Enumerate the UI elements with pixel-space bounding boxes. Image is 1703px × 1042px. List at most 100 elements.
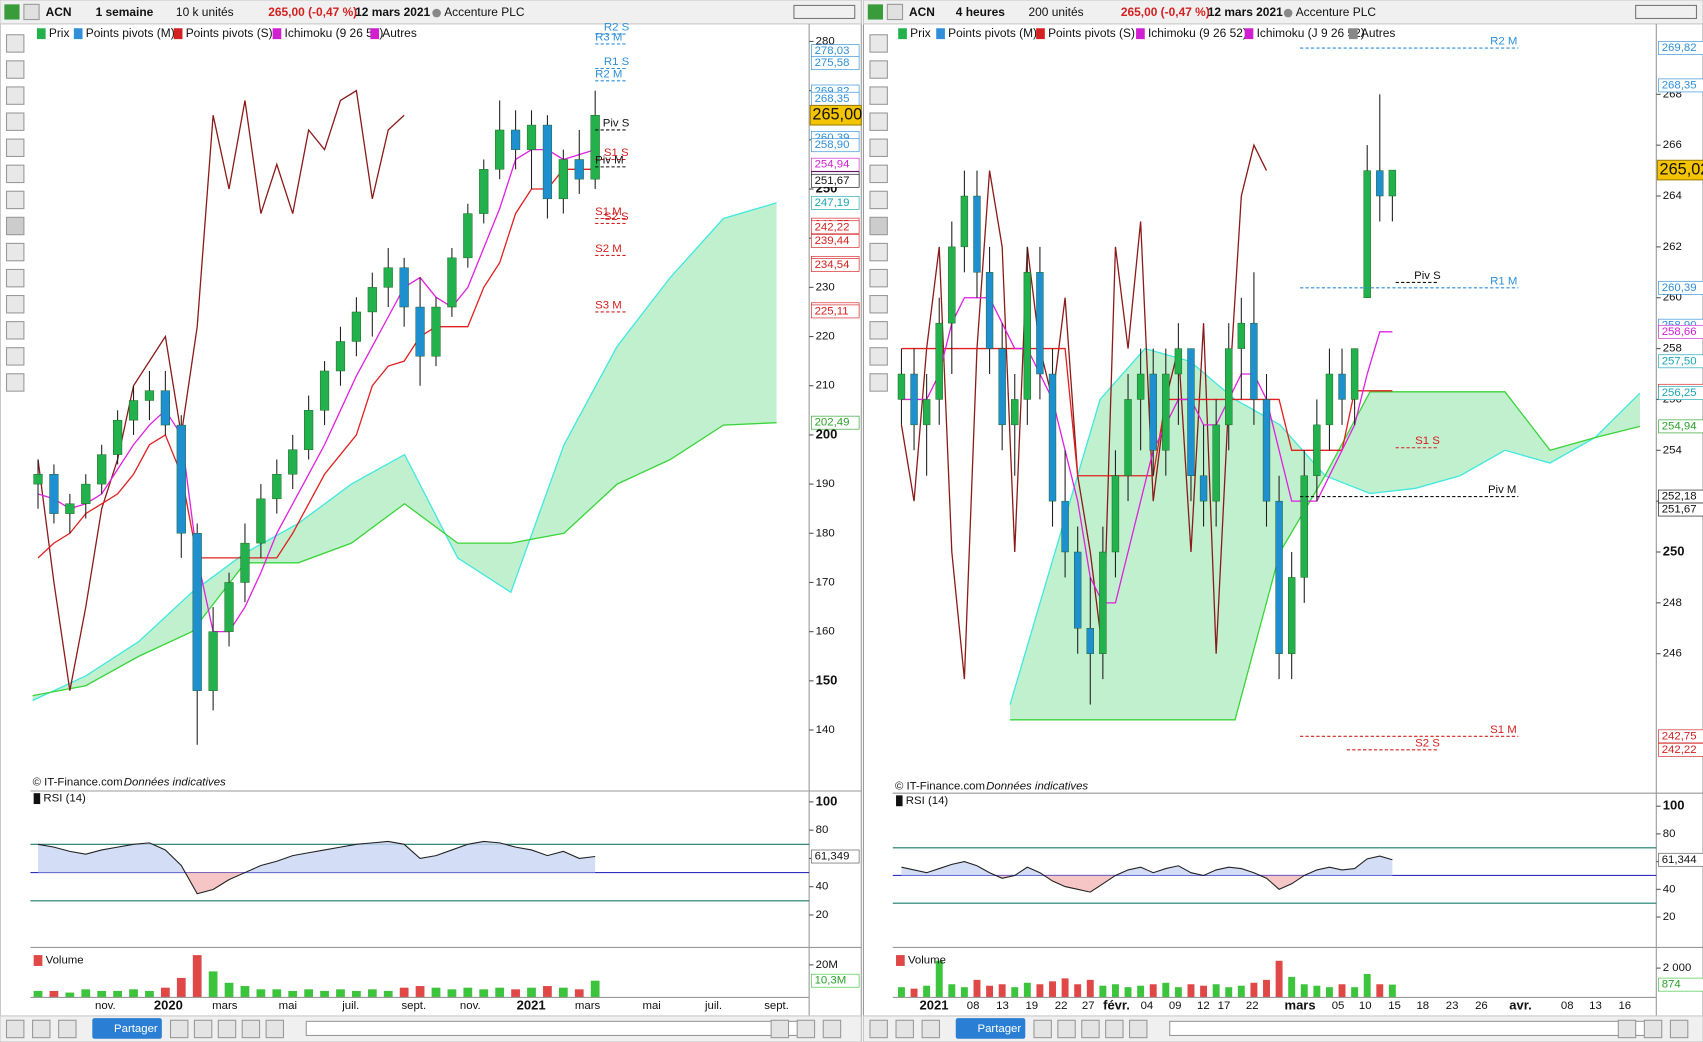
tool-icon[interactable] <box>869 268 888 288</box>
bottom-tool[interactable] <box>217 1019 237 1039</box>
price-tag <box>810 157 860 172</box>
toolbar-change: 265,00 (-0,47 %) <box>1121 5 1210 19</box>
legend-item[interactable]: Prix <box>49 26 70 40</box>
tool-icon[interactable] <box>5 112 25 131</box>
pivot-label: R2 S <box>604 22 630 34</box>
toolbar-units[interactable]: 200 unités <box>1029 5 1084 19</box>
bottom-tool[interactable] <box>1033 1019 1052 1039</box>
tool-icon[interactable] <box>869 242 888 262</box>
bottom-tool[interactable] <box>5 1019 25 1039</box>
scrollbar[interactable] <box>305 1020 799 1037</box>
status-dot <box>1283 8 1293 18</box>
price-tag-label: 254,94 <box>815 159 850 171</box>
tool-icon[interactable] <box>869 190 888 210</box>
tool-icon[interactable] <box>869 373 888 392</box>
bottom-tool[interactable] <box>169 1019 189 1039</box>
zoom-tool[interactable] <box>1669 1019 1689 1039</box>
bottom-tool[interactable] <box>1081 1019 1100 1039</box>
bottom-tool[interactable] <box>193 1019 213 1039</box>
share-label[interactable]: Partager <box>977 1023 1021 1035</box>
chart-icon <box>4 4 20 20</box>
bottom-tool[interactable] <box>1128 1019 1148 1039</box>
legend-item[interactable]: Ichimoku (9 26 52) <box>285 26 384 40</box>
toolbar-symbol[interactable]: ACN <box>909 5 935 19</box>
candle-body <box>256 498 266 544</box>
tool-icon[interactable] <box>869 112 888 131</box>
legend-item[interactable]: Points pivots (S) <box>186 26 273 40</box>
legend-item[interactable]: Points pivots (M) <box>86 26 175 40</box>
candle-body <box>1250 322 1258 400</box>
tool-icon[interactable] <box>869 321 888 340</box>
candle-body <box>335 341 346 372</box>
bottom-tool[interactable] <box>921 1019 941 1039</box>
tool-icon[interactable] <box>5 34 25 53</box>
toolbar-period[interactable]: 4 heures <box>956 5 1005 19</box>
tool-icon[interactable] <box>5 242 25 262</box>
zoom-tool[interactable] <box>770 1019 790 1039</box>
tool-icon[interactable] <box>5 138 25 158</box>
bottom-tool[interactable] <box>869 1019 888 1039</box>
tool-icon[interactable] <box>5 268 25 288</box>
zoom-tool[interactable] <box>1617 1019 1637 1039</box>
tool-icon[interactable] <box>869 138 888 158</box>
tool-icon[interactable] <box>5 86 25 105</box>
price-tag-label: 225,11 <box>815 305 849 317</box>
tool-icon[interactable] <box>5 294 25 314</box>
date-label: 09 <box>1169 1000 1182 1012</box>
tool-icon[interactable] <box>869 60 888 79</box>
volume-bar <box>431 987 441 998</box>
bottom-tool[interactable] <box>1057 1019 1076 1039</box>
tool-icon[interactable] <box>5 347 25 366</box>
candle-body <box>208 631 218 691</box>
tool-icon[interactable] <box>5 190 25 210</box>
tool-icon[interactable] <box>5 216 25 236</box>
legend-item[interactable]: Points pivots (M) <box>948 26 1037 40</box>
tool-icon[interactable] <box>5 60 25 79</box>
window-buttons[interactable] <box>793 4 856 20</box>
tool-icon[interactable] <box>869 347 888 366</box>
tool-icon[interactable] <box>869 216 888 236</box>
share-button[interactable] <box>955 1018 1026 1039</box>
zoom-tool[interactable] <box>796 1019 816 1039</box>
legend-item[interactable]: Ichimoku (9 26 52) <box>1148 26 1247 40</box>
share-button[interactable] <box>92 1018 162 1039</box>
volume-bar <box>527 987 536 998</box>
y-tick-label: 20 <box>816 909 829 921</box>
price-tag-label: 268,35 <box>1662 79 1697 91</box>
bottom-tool[interactable] <box>32 1019 51 1039</box>
candle-body <box>1074 551 1082 629</box>
price-tag-label: 256,25 <box>1662 387 1697 399</box>
candle-body <box>65 503 75 514</box>
toolbar-units[interactable]: 10 k unités <box>176 5 234 19</box>
volume-bar <box>336 989 345 998</box>
bottom-tool[interactable] <box>1105 1019 1124 1039</box>
date-label: 19 <box>1025 1000 1038 1012</box>
zoom-tool[interactable] <box>1643 1019 1663 1039</box>
bottom-tool[interactable] <box>241 1019 261 1039</box>
tool-icon[interactable] <box>869 164 888 184</box>
tool-icon[interactable] <box>5 373 25 392</box>
tool-icon[interactable] <box>5 321 25 340</box>
tool-icon[interactable] <box>5 164 25 184</box>
share-label[interactable]: Partager <box>114 1023 158 1035</box>
rsi-title: RSI (14) <box>906 795 949 807</box>
bottom-tool[interactable] <box>58 1019 77 1039</box>
candle-body <box>176 424 186 534</box>
legend-item[interactable]: Autres <box>382 26 417 40</box>
legend-item[interactable]: Autres <box>1361 26 1396 40</box>
scrollbar[interactable] <box>1169 1020 1646 1037</box>
tool-icon[interactable] <box>869 34 888 53</box>
window-buttons[interactable] <box>1635 4 1698 20</box>
toolbar-period[interactable]: 1 semaine <box>96 5 154 19</box>
legend-item[interactable]: Points pivots (S) <box>1048 26 1135 40</box>
bottom-tool[interactable] <box>895 1019 914 1039</box>
legend-swatch <box>1136 28 1145 40</box>
toolbar-symbol[interactable]: ACN <box>46 5 72 19</box>
tool-icon[interactable] <box>869 294 888 314</box>
volume-swatch <box>896 955 905 966</box>
tool-icon[interactable] <box>869 86 888 105</box>
bottom-tool[interactable] <box>265 1019 285 1039</box>
legend-item[interactable]: Ichimoku (J 9 26 52) <box>1257 26 1365 40</box>
zoom-tool[interactable] <box>822 1019 842 1039</box>
legend-item[interactable]: Prix <box>910 26 931 40</box>
